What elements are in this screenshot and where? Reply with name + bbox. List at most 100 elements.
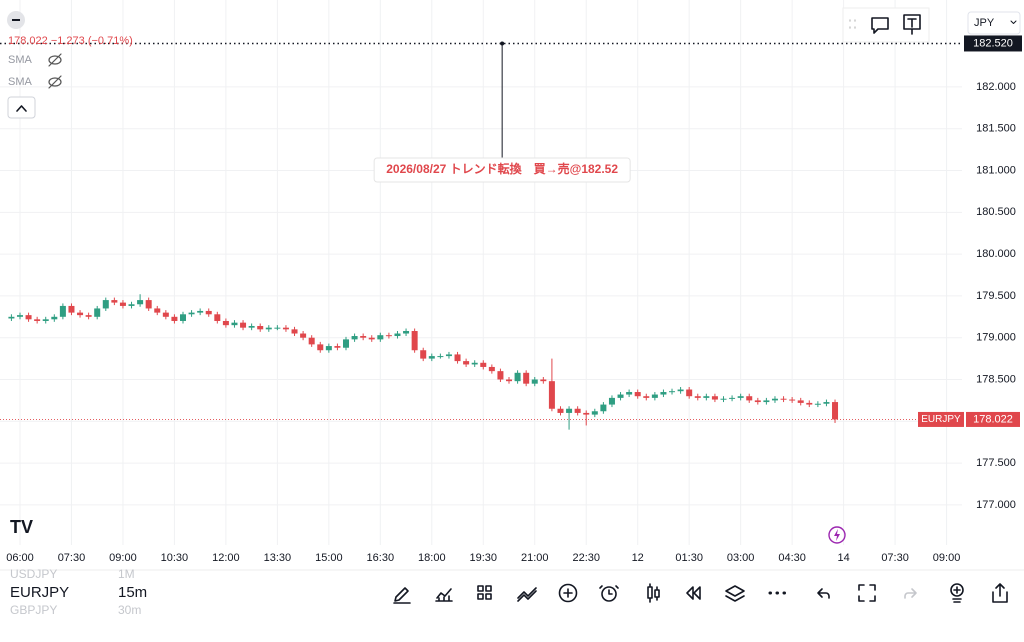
candle-body bbox=[437, 356, 444, 358]
symbol[interactable]: USDJPY bbox=[10, 567, 57, 581]
candle-body bbox=[660, 392, 667, 395]
candle-body bbox=[137, 300, 144, 305]
plot: 2026/08/27 トレンド転換 買→売@182.52 bbox=[0, 41, 962, 430]
candle-body bbox=[188, 312, 195, 315]
candle-body bbox=[42, 319, 49, 321]
marker-price-label: 182.520 bbox=[973, 37, 1013, 49]
minus-icon bbox=[12, 19, 20, 21]
drag-handle[interactable] bbox=[849, 19, 856, 29]
x-tick-label: 21:00 bbox=[521, 552, 549, 564]
x-tick-label: 16:30 bbox=[367, 552, 395, 564]
candle-body bbox=[557, 408, 564, 413]
annotation-box bbox=[373, 157, 631, 183]
replay-icon[interactable] bbox=[686, 586, 701, 600]
y-tick-label: 180.000 bbox=[976, 248, 1016, 260]
y-tick-label: 177.500 bbox=[976, 457, 1016, 469]
flash-icon[interactable] bbox=[828, 526, 846, 544]
candle-body bbox=[694, 396, 701, 398]
undo-icon[interactable] bbox=[817, 588, 830, 599]
candle-body bbox=[591, 411, 598, 415]
candle-body bbox=[222, 320, 229, 326]
comment-icon[interactable] bbox=[871, 17, 889, 34]
templates-icon[interactable] bbox=[477, 585, 492, 600]
candle-body bbox=[325, 346, 332, 351]
interval[interactable]: 15m bbox=[118, 584, 147, 601]
currency-select[interactable] bbox=[967, 11, 1021, 35]
x-tick-label: 03:00 bbox=[727, 552, 755, 564]
candle-body bbox=[16, 315, 23, 317]
annotation-text: 2026/08/27 トレンド転換 買→売@182.52 bbox=[386, 161, 618, 176]
candle-body bbox=[343, 339, 350, 348]
alert-icon[interactable] bbox=[601, 586, 617, 602]
hide-icon[interactable] bbox=[48, 75, 62, 89]
text-icon[interactable] bbox=[903, 14, 921, 35]
compare-icon[interactable] bbox=[517, 587, 537, 602]
candle-body bbox=[771, 398, 778, 401]
candle-body bbox=[823, 402, 830, 404]
candle-body bbox=[780, 398, 787, 400]
candle-body bbox=[214, 314, 221, 321]
x-tick-label: 09:00 bbox=[933, 552, 961, 564]
candle-body bbox=[334, 346, 341, 348]
candle-body bbox=[574, 408, 581, 413]
x-tick-label: 01:30 bbox=[675, 552, 703, 564]
x-tick-label: 15:00 bbox=[315, 552, 343, 564]
candle-body bbox=[102, 300, 109, 309]
candle-body bbox=[463, 361, 470, 365]
share-icon[interactable] bbox=[992, 583, 1008, 603]
candle-body bbox=[737, 396, 744, 398]
layers-icon[interactable] bbox=[725, 585, 745, 602]
candle-body bbox=[471, 362, 478, 365]
fullscreen-icon[interactable] bbox=[858, 584, 876, 602]
expand-button[interactable] bbox=[7, 96, 36, 119]
candle-body bbox=[300, 333, 307, 338]
candle-body bbox=[411, 331, 418, 351]
indicator: SMA bbox=[8, 54, 33, 66]
candle-body bbox=[617, 394, 624, 398]
candle-body bbox=[506, 379, 513, 382]
interval[interactable]: 1M bbox=[118, 567, 135, 581]
idea-icon[interactable] bbox=[950, 583, 964, 597]
last-price-label: 178.022 bbox=[973, 413, 1013, 425]
x-tick-label: 19:30 bbox=[470, 552, 498, 564]
candle-body bbox=[85, 315, 92, 317]
candle-body bbox=[420, 350, 427, 359]
candle-body bbox=[171, 316, 178, 321]
candle-body bbox=[145, 300, 152, 309]
symbol[interactable]: GBPJPY bbox=[10, 603, 57, 617]
candle-body bbox=[677, 389, 684, 392]
candle-body bbox=[291, 329, 298, 334]
candle-body bbox=[34, 319, 41, 321]
x-tick-label: 13:30 bbox=[264, 552, 292, 564]
dropdown-icon bbox=[1010, 20, 1017, 24]
candle-body bbox=[8, 316, 15, 319]
chevron-icon bbox=[16, 105, 27, 112]
candle-body bbox=[626, 392, 633, 395]
candle-body bbox=[669, 391, 676, 393]
candle-body bbox=[540, 379, 547, 382]
symbol[interactable]: EURJPY bbox=[10, 584, 69, 601]
candle-body bbox=[523, 372, 530, 384]
add-icon[interactable] bbox=[558, 583, 578, 603]
candle-body bbox=[445, 354, 452, 357]
redo-icon[interactable] bbox=[904, 588, 917, 599]
draw-icon[interactable] bbox=[393, 587, 411, 604]
candle-body bbox=[231, 322, 238, 326]
candle-body bbox=[514, 372, 521, 382]
y-tick-label: 177.000 bbox=[976, 499, 1016, 511]
indicator-icon[interactable] bbox=[435, 588, 453, 602]
candle-body bbox=[128, 304, 135, 306]
candle-body bbox=[754, 400, 761, 403]
hide-icon[interactable] bbox=[48, 53, 62, 67]
candle-body bbox=[403, 331, 410, 334]
grid bbox=[0, 0, 962, 545]
candle-body bbox=[497, 371, 504, 380]
alert-hands bbox=[599, 585, 619, 595]
interval[interactable]: 30m bbox=[118, 603, 141, 617]
x-tick-label: 22:30 bbox=[572, 552, 600, 564]
chart-type-icon[interactable] bbox=[647, 583, 660, 603]
tool-panel bbox=[842, 7, 930, 43]
candle-body bbox=[531, 379, 538, 384]
candle-body bbox=[428, 356, 435, 359]
y-tick-label: 179.000 bbox=[976, 332, 1016, 344]
